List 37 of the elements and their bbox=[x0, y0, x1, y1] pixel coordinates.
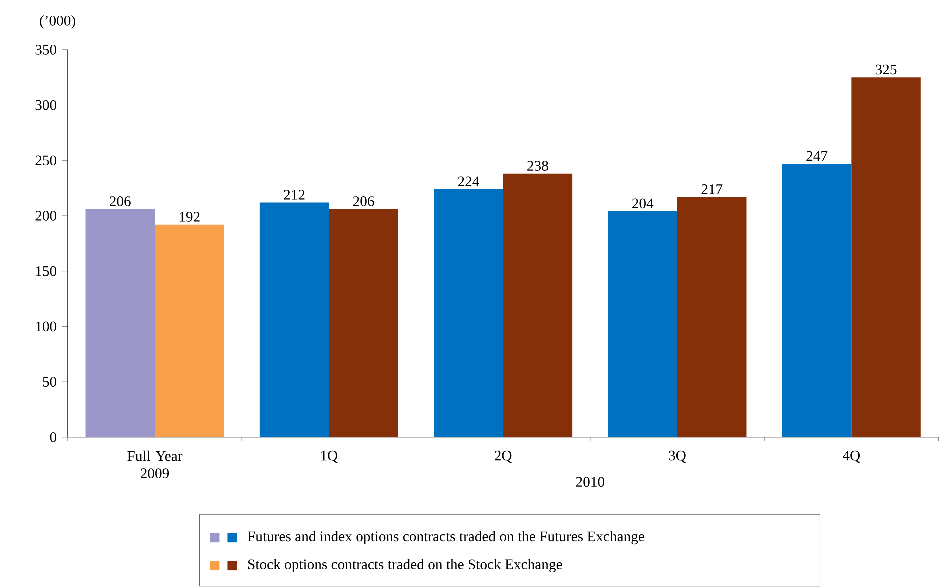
x-tick-label: 1Q bbox=[322, 450, 338, 464]
x-tick-label: Full Year 2009 bbox=[128, 451, 183, 479]
bar bbox=[677, 197, 747, 438]
y-tick-label: 350 bbox=[36, 45, 57, 55]
data-label: 192 bbox=[180, 212, 200, 222]
x-tick-label: 3Q bbox=[669, 450, 686, 464]
y-tick-label: 200 bbox=[36, 211, 57, 222]
data-label: 238 bbox=[528, 161, 548, 172]
y-tick-label: 300 bbox=[36, 100, 57, 110]
bar bbox=[434, 190, 504, 438]
data-label: 204 bbox=[632, 198, 654, 209]
text: 2010 bbox=[576, 477, 604, 488]
bar bbox=[86, 209, 155, 438]
y-tick-label: 100 bbox=[36, 322, 57, 332]
data-label: 206 bbox=[110, 196, 131, 207]
bar bbox=[503, 174, 573, 438]
x-tick-label: 4Q bbox=[843, 450, 860, 464]
bar bbox=[608, 212, 678, 438]
bar bbox=[155, 224, 224, 438]
bar bbox=[260, 202, 330, 438]
y-axis-title: (’000) bbox=[40, 16, 76, 29]
bar bbox=[782, 164, 852, 438]
legend-label: Stock options contracts traded on the Stock Exchange bbox=[248, 559, 562, 573]
data-label: 224 bbox=[458, 176, 480, 187]
data-label: 212 bbox=[284, 190, 305, 200]
data-label: 217 bbox=[702, 184, 723, 194]
bar bbox=[852, 78, 921, 438]
y-tick-label: 150 bbox=[36, 266, 57, 276]
data-label: 325 bbox=[876, 64, 897, 75]
legend-label: Futures and index options contracts traded on the Futures Exchange bbox=[248, 531, 644, 545]
data-label: 247 bbox=[806, 151, 828, 162]
x-tick-label: 2Q bbox=[495, 450, 512, 464]
y-tick-label: 250 bbox=[36, 156, 57, 166]
bar bbox=[329, 209, 398, 438]
y-tick-label: 50 bbox=[43, 377, 57, 388]
data-label: 206 bbox=[353, 196, 374, 207]
y-tick-label: 0 bbox=[50, 432, 57, 442]
